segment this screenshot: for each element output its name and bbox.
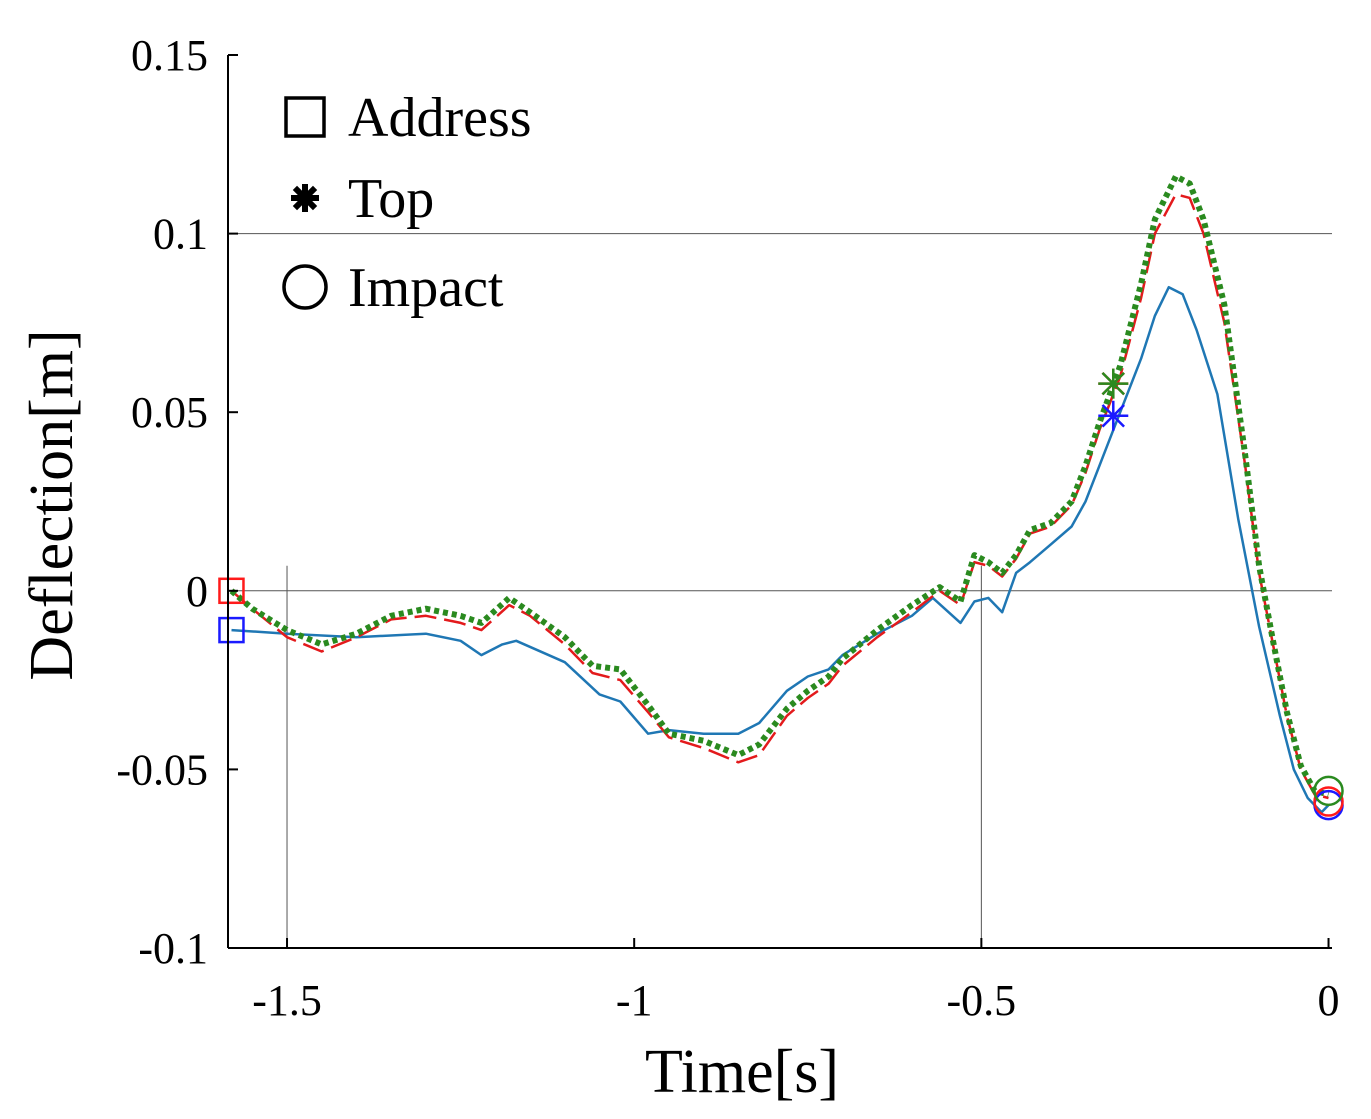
legend: Address Top Impact bbox=[282, 87, 532, 319]
address-marker bbox=[218, 616, 245, 644]
top-marker bbox=[1098, 368, 1129, 399]
y-tick-label: -0.1 bbox=[138, 924, 208, 973]
series-line-series-2 bbox=[230, 193, 1329, 800]
y-tick-label: 0.15 bbox=[131, 31, 208, 80]
legend-label: Impact bbox=[348, 257, 504, 319]
series-line-series-3 bbox=[229, 173, 1330, 798]
y-tick-label: -0.05 bbox=[116, 745, 208, 794]
event-markers bbox=[218, 368, 1344, 821]
top-marker bbox=[1098, 400, 1129, 431]
legend-label: Top bbox=[348, 168, 434, 230]
address-marker bbox=[218, 577, 245, 605]
impact-marker bbox=[1313, 775, 1344, 807]
x-axis-label: Time[s] bbox=[645, 1038, 839, 1106]
series-lines bbox=[229, 173, 1330, 814]
y-tick-label: 0 bbox=[186, 567, 208, 616]
reference-lines bbox=[228, 233, 1332, 948]
impact-marker bbox=[1313, 786, 1344, 817]
legend-square-icon bbox=[284, 96, 326, 138]
y-tick-label: 0.1 bbox=[153, 210, 208, 259]
y-tick-label: 0.05 bbox=[131, 388, 208, 437]
x-tick-label: -1.5 bbox=[252, 976, 322, 1025]
series-line-series-1 bbox=[231, 285, 1330, 814]
legend-label: Address bbox=[348, 87, 532, 149]
x-tick-label: -1 bbox=[616, 976, 653, 1025]
x-tick-label: -0.5 bbox=[947, 976, 1017, 1025]
legend-star-icon bbox=[291, 184, 319, 212]
y-axis-label: Deflection[m] bbox=[18, 329, 86, 680]
axes bbox=[227, 55, 1332, 949]
x-tick-label: 0 bbox=[1318, 976, 1340, 1025]
ticks: -1.5 -1 -0.5 0 -0.1 -0.05 0 0.05 0.1 0.15 bbox=[116, 31, 1339, 1025]
legend-circle-icon bbox=[282, 264, 328, 310]
